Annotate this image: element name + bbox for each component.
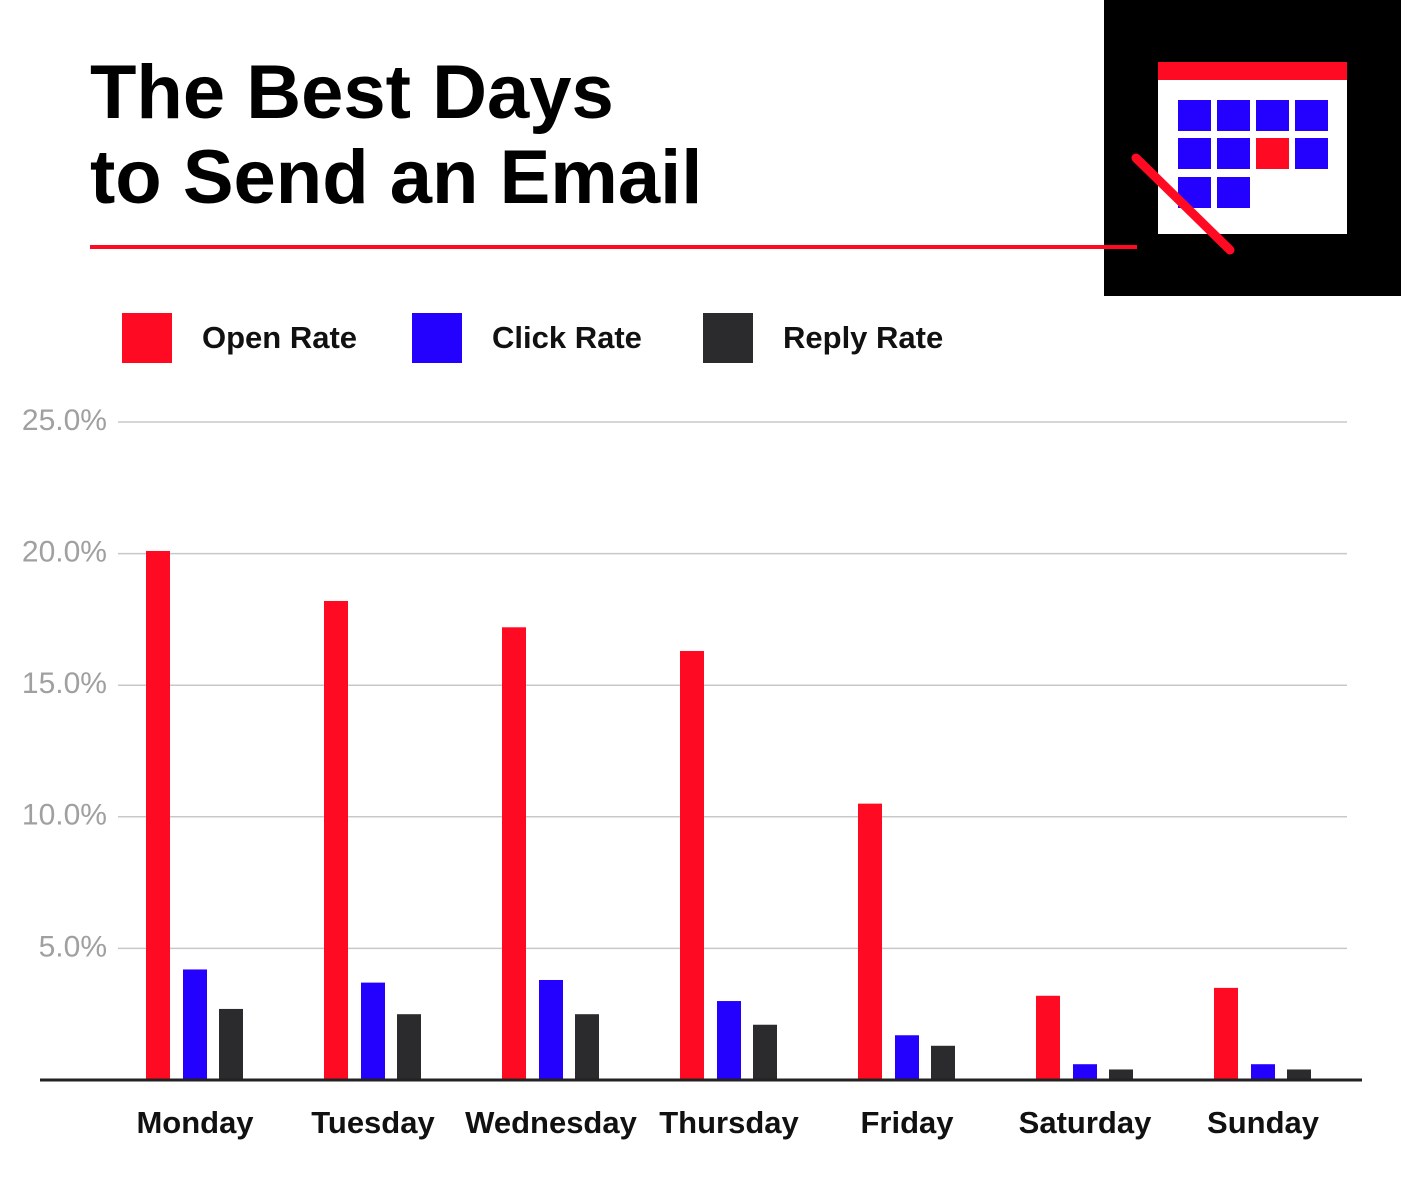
bar bbox=[1073, 1064, 1097, 1080]
legend-swatch bbox=[122, 313, 172, 363]
y-tick-label: 20.0% bbox=[22, 536, 107, 569]
y-tick-label: 25.0% bbox=[22, 404, 107, 437]
bar bbox=[146, 550, 170, 1080]
bar bbox=[539, 979, 563, 1080]
bar bbox=[1109, 1069, 1133, 1080]
y-tick-label: 5.0% bbox=[39, 930, 107, 963]
bar bbox=[1036, 995, 1060, 1080]
bar bbox=[575, 1014, 599, 1080]
y-tick-label: 10.0% bbox=[22, 799, 107, 832]
legend-swatch bbox=[412, 313, 462, 363]
bar bbox=[680, 650, 704, 1080]
x-tick-label: Thursday bbox=[659, 1105, 799, 1140]
bar bbox=[324, 600, 348, 1080]
pencil bbox=[1131, 153, 1235, 255]
x-tick-label: Sunday bbox=[1207, 1105, 1320, 1140]
legend-label: Reply Rate bbox=[783, 320, 943, 355]
x-tick-label: Friday bbox=[860, 1105, 954, 1140]
calendar-icon bbox=[1104, 0, 1401, 296]
chart-title: to Send an Email bbox=[90, 135, 702, 220]
legend-label: Open Rate bbox=[202, 320, 357, 355]
legend-label: Click Rate bbox=[492, 320, 642, 355]
bar bbox=[1251, 1064, 1275, 1080]
bar bbox=[717, 1001, 741, 1080]
bar bbox=[858, 803, 882, 1080]
bar bbox=[1287, 1069, 1311, 1080]
bar bbox=[895, 1035, 919, 1080]
bar bbox=[502, 627, 526, 1080]
x-tick-label: Monday bbox=[136, 1105, 254, 1140]
calendar-header bbox=[1158, 62, 1347, 80]
y-tick-label: 15.0% bbox=[22, 667, 107, 700]
bar bbox=[361, 982, 385, 1080]
bar bbox=[183, 969, 207, 1080]
calendar-days bbox=[1178, 100, 1328, 208]
bar bbox=[931, 1045, 955, 1080]
bar bbox=[753, 1024, 777, 1080]
x-tick-label: Tuesday bbox=[311, 1105, 435, 1140]
bar bbox=[1214, 987, 1238, 1080]
bar bbox=[397, 1014, 421, 1080]
x-tick-label: Saturday bbox=[1019, 1105, 1152, 1140]
bar bbox=[219, 1008, 243, 1080]
legend-swatch bbox=[703, 313, 753, 363]
chart-title: The Best Days bbox=[90, 50, 614, 135]
x-tick-label: Wednesday bbox=[465, 1105, 637, 1140]
